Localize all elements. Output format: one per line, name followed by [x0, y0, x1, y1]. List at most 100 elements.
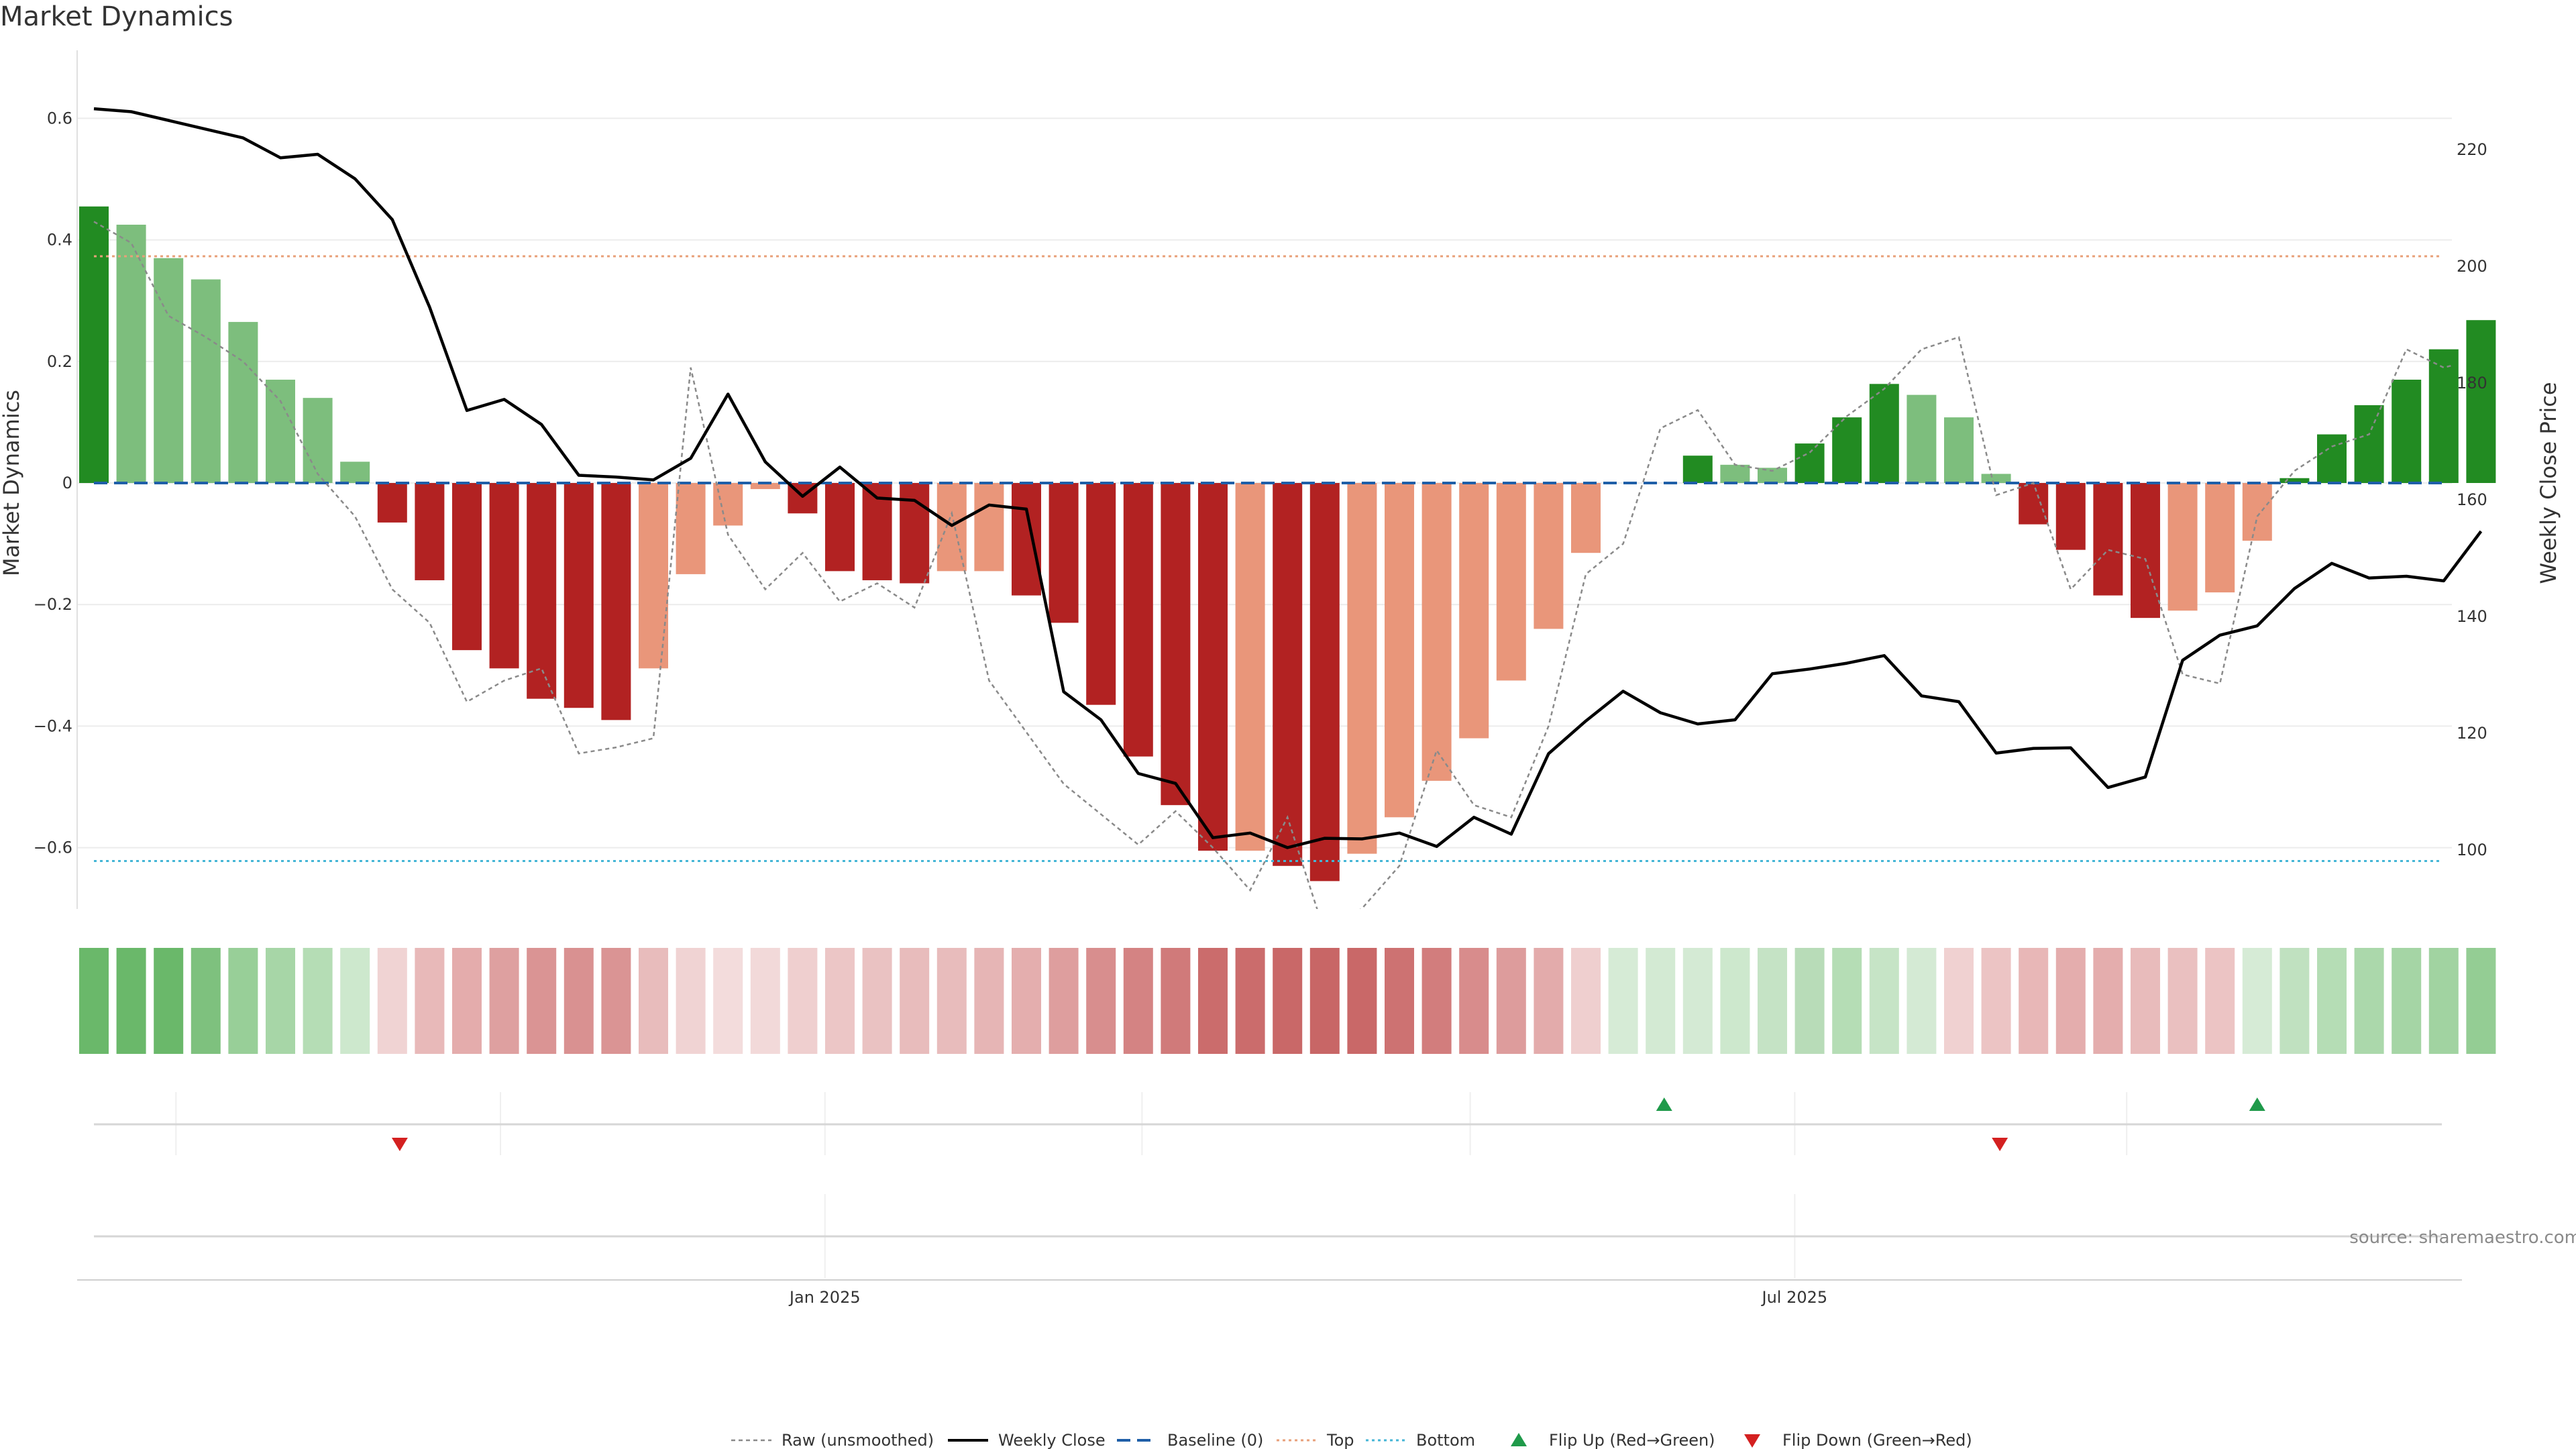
histogram-bar	[1682, 455, 1713, 483]
heat-strip-cell	[2093, 948, 2123, 1054]
heat-strip-cell	[788, 948, 818, 1054]
heat-strip-cell	[2205, 948, 2235, 1054]
legend-label-raw: Raw (unsmoothed)	[782, 1431, 934, 1449]
source-note: source: sharemaestro.com	[2349, 1228, 2576, 1248]
heat-strip-cell	[2392, 948, 2422, 1054]
y-tick-label: 0.4	[47, 231, 72, 250]
histogram-bar	[1347, 483, 1377, 854]
legend-symbol-flip-up	[1511, 1433, 1527, 1446]
heat-strip-cell	[1049, 948, 1079, 1054]
histogram-bar	[1794, 443, 1825, 483]
heat-strip-cell	[1347, 948, 1377, 1054]
y2-tick-label: 200	[2457, 257, 2487, 276]
heat-strip-cell	[900, 948, 930, 1054]
heat-strip-cell	[228, 948, 258, 1054]
heat-strip-cell	[1534, 948, 1564, 1054]
legend-label-flip-up: Flip Up (Red→Green)	[1549, 1431, 1715, 1449]
heat-strip-cell	[1198, 948, 1228, 1054]
histogram-bar	[116, 224, 146, 483]
heat-strip-cell	[377, 948, 407, 1054]
histogram-bar	[2205, 483, 2235, 593]
histogram-bar	[2354, 405, 2384, 483]
histogram-bar	[1012, 483, 1041, 596]
histogram-bar	[2428, 349, 2459, 483]
heat-strip-cell	[1794, 948, 1825, 1054]
histogram-bar	[1496, 483, 1526, 681]
histogram-bar	[377, 483, 407, 523]
heat-strip-cell	[713, 948, 743, 1054]
histogram-bar	[1534, 483, 1564, 629]
legend: Raw (unsmoothed) Weekly Close Baseline (0)…	[731, 1431, 1972, 1449]
legend-label-close: Weekly Close	[998, 1431, 1106, 1449]
heat-strip-cell	[676, 948, 706, 1054]
heat-strip-cell	[2242, 948, 2272, 1054]
flip-down-marker	[1992, 1138, 2008, 1151]
heat-strip-cell	[2466, 948, 2496, 1054]
y2-tick-label: 220	[2457, 140, 2487, 159]
y2-tick-label: 160	[2457, 490, 2487, 509]
histogram-bar	[228, 321, 258, 483]
heat-strip-cell	[1907, 948, 1937, 1054]
histogram-bar	[452, 483, 482, 651]
histogram-bar	[750, 483, 780, 490]
heat-strip-cell	[452, 948, 482, 1054]
y2-tick-label: 120	[2457, 724, 2487, 743]
histogram-bar	[1720, 464, 1750, 483]
heat-strip-cell	[1571, 948, 1601, 1054]
heat-strip-cell	[1608, 948, 1638, 1054]
y2-tick-label: 100	[2457, 841, 2487, 859]
heat-strip-cell	[2279, 948, 2310, 1054]
heat-strip-cell	[2167, 948, 2198, 1054]
histogram-bar	[415, 483, 445, 580]
heat-strip-cell	[1161, 948, 1191, 1054]
heat-strip-cell	[2317, 948, 2347, 1054]
heat-strip-cell	[2131, 948, 2160, 1054]
histogram-bar	[2242, 483, 2272, 541]
heat-strip-cell	[1944, 948, 1974, 1054]
heat-strip-cell	[862, 948, 892, 1054]
histogram-bar	[266, 379, 295, 483]
flip-down-marker	[391, 1138, 408, 1151]
heat-strip-cell	[1869, 948, 1899, 1054]
histogram-bar	[2317, 434, 2347, 483]
heat-strip-cell	[1309, 948, 1340, 1054]
heat-strip-cell	[1758, 948, 1787, 1054]
histogram-bar	[1571, 483, 1601, 553]
y2-axis-title: Weekly Close Price	[2536, 382, 2561, 584]
flip-up-marker	[2249, 1097, 2265, 1111]
heat-strip-cell	[2019, 948, 2049, 1054]
histogram-bar	[1758, 468, 1787, 483]
heat-strip-cell	[1459, 948, 1489, 1054]
histogram-bar	[1086, 483, 1116, 705]
histogram-bar	[564, 483, 594, 708]
histogram-bar	[1161, 483, 1191, 806]
histogram-bar	[1198, 483, 1228, 851]
legend-label-baseline: Baseline (0)	[1167, 1431, 1263, 1449]
heat-strip-cell	[1273, 948, 1303, 1054]
axes: 0.6 0.4 0.2 0 −0.2 −0.4 −0.6 220 200 180 160 140 120…	[0, 50, 2561, 909]
heat-strip-cell	[527, 948, 557, 1054]
y-tick-label: −0.2	[34, 595, 72, 614]
heat-strip-cell	[266, 948, 295, 1054]
x-tick-label: Jan 2025	[788, 1288, 861, 1307]
legend-symbol-flip-down	[1744, 1434, 1760, 1448]
histogram-bar	[825, 483, 855, 572]
heat-strip-cell	[303, 948, 333, 1054]
heat-strip-cell	[1646, 948, 1676, 1054]
flip-markers-panel	[94, 1092, 2442, 1155]
heat-strip-cell	[601, 948, 631, 1054]
heat-strip-cell	[2055, 948, 2086, 1054]
histogram-bar	[1907, 394, 1937, 483]
heat-strip-cell	[974, 948, 1004, 1054]
heat-strip-cell	[2428, 948, 2459, 1054]
histogram-bar	[489, 483, 519, 669]
heat-strip-cell	[1123, 948, 1153, 1054]
heat-strip-cell	[1981, 948, 2011, 1054]
histogram-bar	[1459, 483, 1489, 739]
histogram-bar	[900, 483, 930, 584]
heat-strip-cell	[2354, 948, 2384, 1054]
heat-strip-cell	[564, 948, 594, 1054]
histogram-bar	[303, 398, 333, 483]
histogram-bar	[2167, 483, 2198, 611]
